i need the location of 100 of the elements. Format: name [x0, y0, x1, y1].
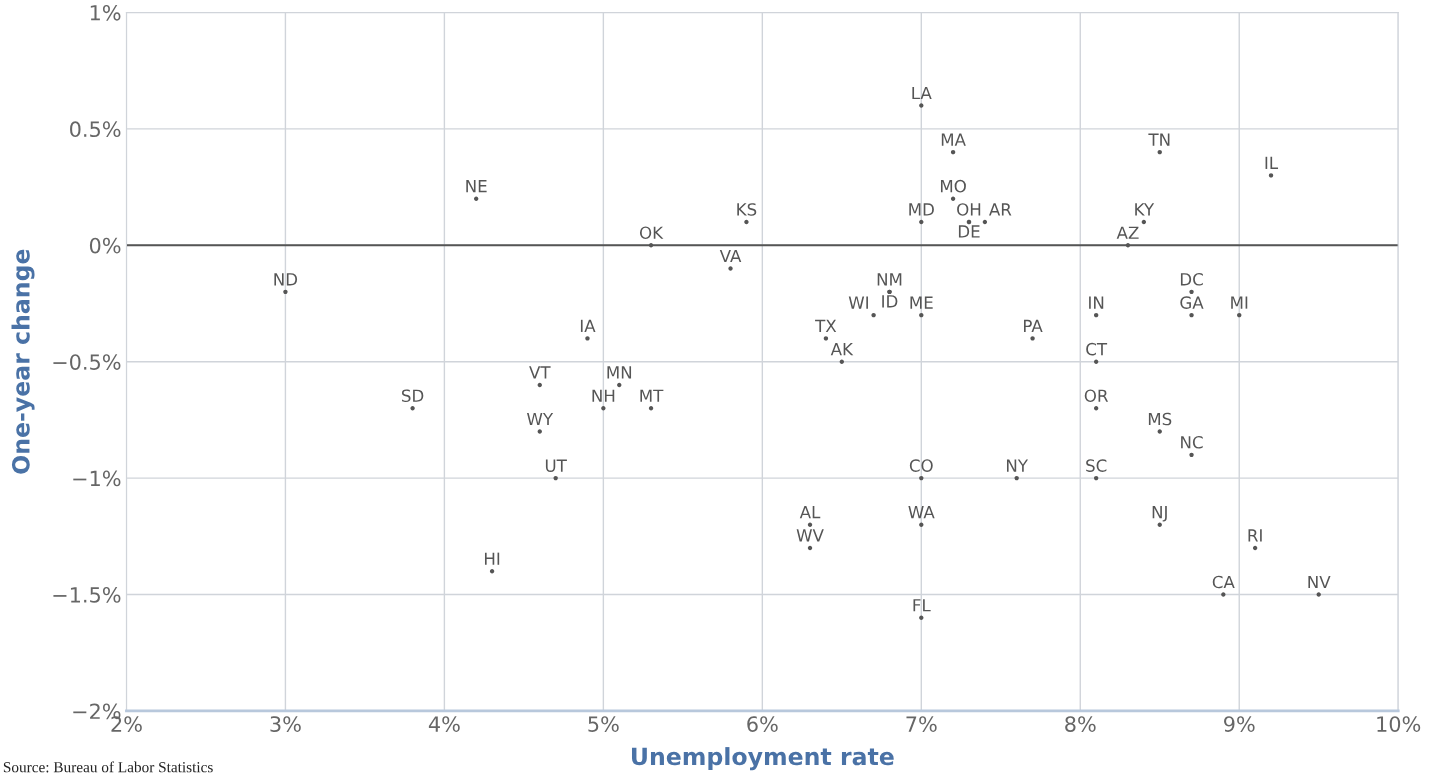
data-label: MI	[1231, 296, 1248, 309]
data-label: TN	[1148, 133, 1170, 146]
point	[648, 243, 654, 248]
point	[1093, 475, 1099, 481]
data-label: MA	[941, 133, 966, 146]
y-tick-label: 0%	[89, 237, 121, 254]
data-label: IN	[1089, 296, 1104, 309]
point	[489, 569, 495, 574]
data-label: NV	[1308, 575, 1331, 589]
x-tick-label: 7%	[906, 716, 937, 732]
x-tick-label: 6%	[747, 716, 778, 732]
point	[585, 336, 590, 341]
data-label: KS	[737, 203, 757, 216]
point	[919, 522, 924, 527]
point	[473, 196, 479, 201]
data-label: NM	[877, 273, 902, 286]
data-label: LA	[912, 86, 932, 100]
point	[537, 382, 542, 388]
point	[744, 219, 749, 225]
data-label: OR	[1084, 389, 1109, 403]
x-tick-label: 5%	[588, 716, 619, 732]
data-label: OH	[957, 203, 981, 216]
x-tick-label: 9%	[1224, 716, 1255, 732]
point	[1157, 522, 1162, 527]
point	[1252, 545, 1258, 551]
point	[617, 382, 622, 388]
point	[1157, 149, 1162, 155]
data-label: IL	[1265, 156, 1279, 169]
data-label: NH	[592, 389, 615, 402]
point	[1014, 475, 1019, 481]
point	[807, 545, 813, 551]
point	[1189, 452, 1194, 458]
data-label: MT	[640, 389, 664, 402]
data-label: VA	[719, 249, 742, 263]
point	[1093, 359, 1099, 364]
data-label: KY	[1135, 203, 1155, 216]
data-label: CT	[1086, 342, 1108, 356]
data-label: DE	[958, 225, 980, 238]
point	[601, 406, 606, 411]
point	[871, 312, 876, 318]
point	[1141, 219, 1147, 225]
data-label: RI	[1248, 529, 1262, 542]
point	[950, 196, 956, 201]
point	[1030, 336, 1035, 341]
data-label: MS	[1148, 412, 1172, 426]
point	[982, 219, 988, 225]
point	[919, 615, 924, 621]
data-label: GA	[1180, 296, 1204, 309]
data-label: CO	[909, 459, 933, 472]
data-label: IA	[580, 319, 596, 332]
data-label: VT	[529, 366, 551, 379]
data-label: DC	[1180, 273, 1203, 286]
data-label: CA	[1212, 575, 1235, 589]
point	[1189, 289, 1194, 295]
point	[1316, 592, 1321, 597]
data-label: MD	[909, 203, 934, 216]
point	[1189, 312, 1194, 318]
point	[1125, 243, 1131, 248]
data-label: WA	[908, 506, 935, 519]
point	[1157, 429, 1162, 434]
data-label: SC	[1086, 459, 1107, 472]
point	[839, 359, 845, 364]
data-label: ME	[910, 296, 933, 309]
data-label: OK	[639, 226, 664, 240]
data-label: SD	[401, 389, 424, 403]
y-tick-label: 0.5%	[70, 121, 121, 138]
data-label: PA	[1024, 319, 1043, 332]
x-axis-title: Unemployment rate	[631, 747, 894, 771]
data-label: AL	[799, 506, 821, 519]
data-label: TX	[815, 319, 837, 332]
data-label: NJ	[1152, 506, 1167, 522]
data-label: ND	[274, 273, 298, 286]
data-label: MN	[607, 366, 632, 379]
point	[919, 475, 924, 481]
data-label: MO	[940, 179, 966, 193]
x-tick-label: 10%	[1377, 716, 1421, 732]
point	[648, 406, 654, 411]
data-label: AZ	[1116, 226, 1139, 239]
data-label: NY	[1006, 459, 1029, 472]
point	[950, 149, 956, 155]
point	[919, 219, 924, 225]
point	[807, 522, 813, 527]
x-tick-label: 8%	[1065, 716, 1096, 732]
point	[1093, 312, 1099, 318]
point	[919, 312, 924, 318]
data-label: ID	[882, 295, 898, 308]
point	[283, 289, 288, 295]
point	[1268, 173, 1274, 178]
point	[919, 103, 924, 108]
y-tick-label: 1%	[90, 4, 121, 21]
data-label: WY	[527, 412, 554, 426]
y-tick-label: −1%	[73, 470, 121, 487]
data-label: WV	[796, 529, 824, 542]
point	[410, 406, 415, 411]
data-label: WI	[848, 296, 868, 309]
y-axis-title: One-year change	[11, 249, 35, 474]
point	[1221, 592, 1226, 597]
point	[1093, 406, 1099, 411]
point	[537, 429, 542, 434]
point	[553, 475, 558, 481]
